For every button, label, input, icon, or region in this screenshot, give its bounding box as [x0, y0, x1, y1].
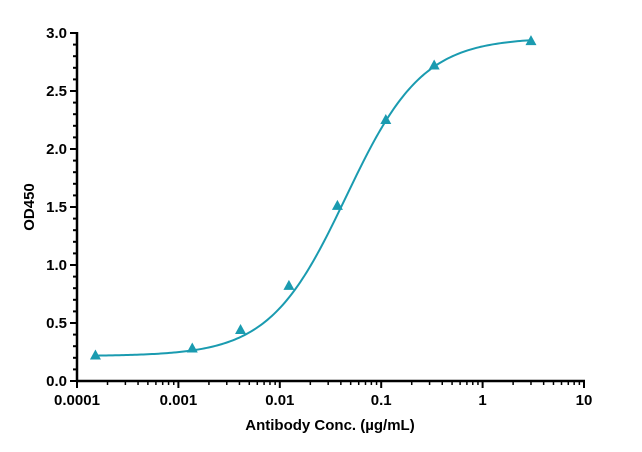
sigmoid-fit-line [95, 39, 532, 357]
triangle-marker-icon [235, 323, 247, 334]
x-tick-label: 1 [478, 392, 486, 409]
y-tick-label: 3.0 [46, 25, 67, 42]
y-tick-label: 2.0 [46, 141, 67, 158]
fit-curve [95, 39, 532, 357]
x-tick-label: 0.01 [265, 392, 294, 409]
y-tick-label: 1.0 [46, 257, 67, 274]
x-tick-label: 0.1 [371, 392, 392, 409]
x-tick-label: 0.001 [160, 392, 198, 409]
ticks: 0.0 0.5 1.0 1.5 2.0 2.5 3.0 0.0001 0.001 0.01 0.1 1… [46, 25, 592, 409]
y-tick-label: 0.0 [46, 373, 67, 390]
triangle-marker-icon [428, 59, 440, 70]
triangle-marker-icon [283, 279, 295, 290]
y-tick-label: 1.5 [46, 199, 67, 216]
triangle-marker-icon [186, 342, 198, 353]
triangle-marker-icon [525, 35, 537, 46]
data-points [89, 35, 537, 360]
axes [75, 32, 585, 383]
y-tick-label: 0.5 [46, 315, 67, 332]
triangle-marker-icon [331, 199, 343, 210]
y-axis-title: OD450 [21, 183, 38, 231]
x-tick-label: 0.0001 [54, 392, 100, 409]
y-tick-label: 2.5 [46, 83, 67, 100]
triangle-marker-icon [89, 349, 101, 360]
triangle-marker-icon [380, 114, 392, 124]
x-tick-label: 10 [576, 392, 593, 409]
x-axis-title: Antibody Conc. (µg/mL) [245, 417, 414, 434]
